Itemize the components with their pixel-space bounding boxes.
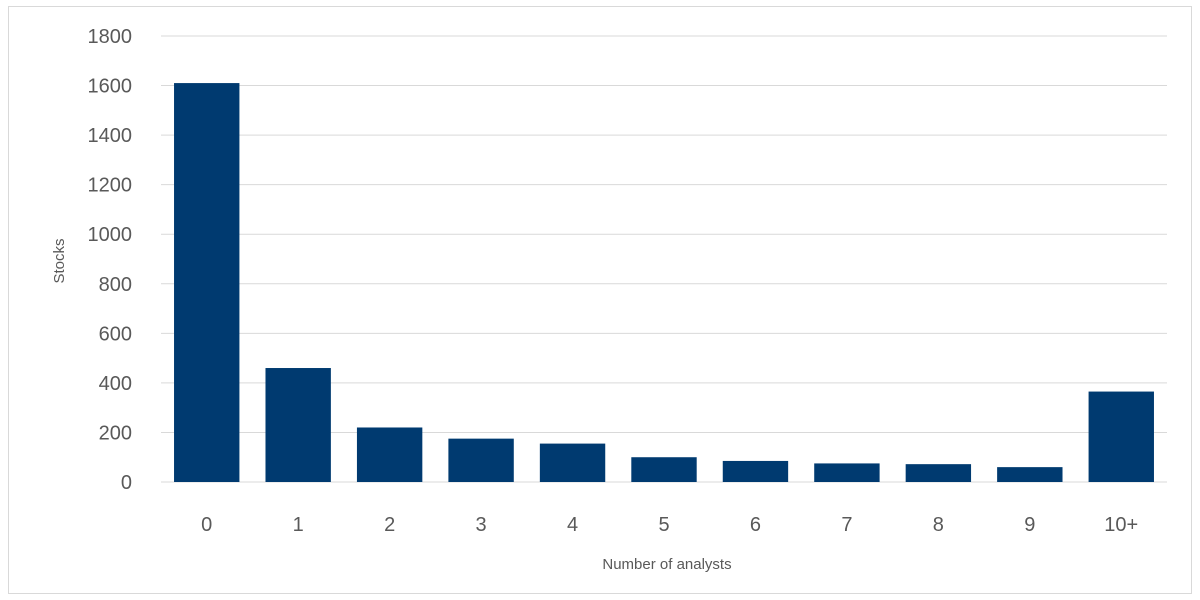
y-tick-label: 800 (99, 274, 132, 296)
y-axis-title: Stocks (51, 238, 68, 283)
x-axis-title: Number of analysts (602, 556, 731, 573)
x-tick-label: 10+ (1104, 514, 1138, 536)
bar-10+ (1088, 391, 1154, 482)
bar-0 (174, 83, 240, 483)
y-tick-labels: 0 200 400 600 800 1000 1200 1400 1600 1800 (88, 26, 133, 494)
y-tick-label: 1600 (88, 76, 133, 98)
x-tick-label: 6 (750, 514, 761, 536)
bar-1 (265, 368, 331, 482)
bar-8 (905, 464, 972, 482)
bar-2 (356, 427, 423, 482)
bars (174, 83, 1154, 483)
bar-3 (448, 438, 514, 482)
x-tick-label: 4 (567, 514, 578, 536)
y-tick-label: 400 (99, 373, 132, 395)
x-tick-label: 5 (658, 514, 669, 536)
y-tick-label: 1000 (88, 224, 133, 246)
bar-6 (722, 460, 789, 482)
bar-5 (631, 457, 697, 482)
x-tick-label: 1 (293, 514, 304, 536)
y-tick-label: 0 (121, 472, 132, 494)
x-tick-labels: 0 1 2 3 4 5 6 7 8 9 10+ (201, 514, 1138, 536)
x-tick-label: 3 (476, 514, 487, 536)
y-tick-label: 1400 (88, 125, 133, 147)
bar-9 (997, 467, 1063, 482)
x-tick-label: 7 (841, 514, 852, 536)
x-tick-label: 0 (201, 514, 212, 536)
x-tick-label: 8 (933, 514, 944, 536)
bar-4 (539, 443, 606, 482)
x-tick-label: 2 (384, 514, 395, 536)
y-tick-label: 1200 (88, 175, 133, 197)
bar-7 (814, 463, 880, 482)
y-tick-label: 600 (99, 323, 132, 345)
x-tick-label: 9 (1024, 514, 1035, 536)
y-tick-label: 200 (99, 422, 132, 444)
y-tick-label: 1800 (88, 26, 133, 48)
